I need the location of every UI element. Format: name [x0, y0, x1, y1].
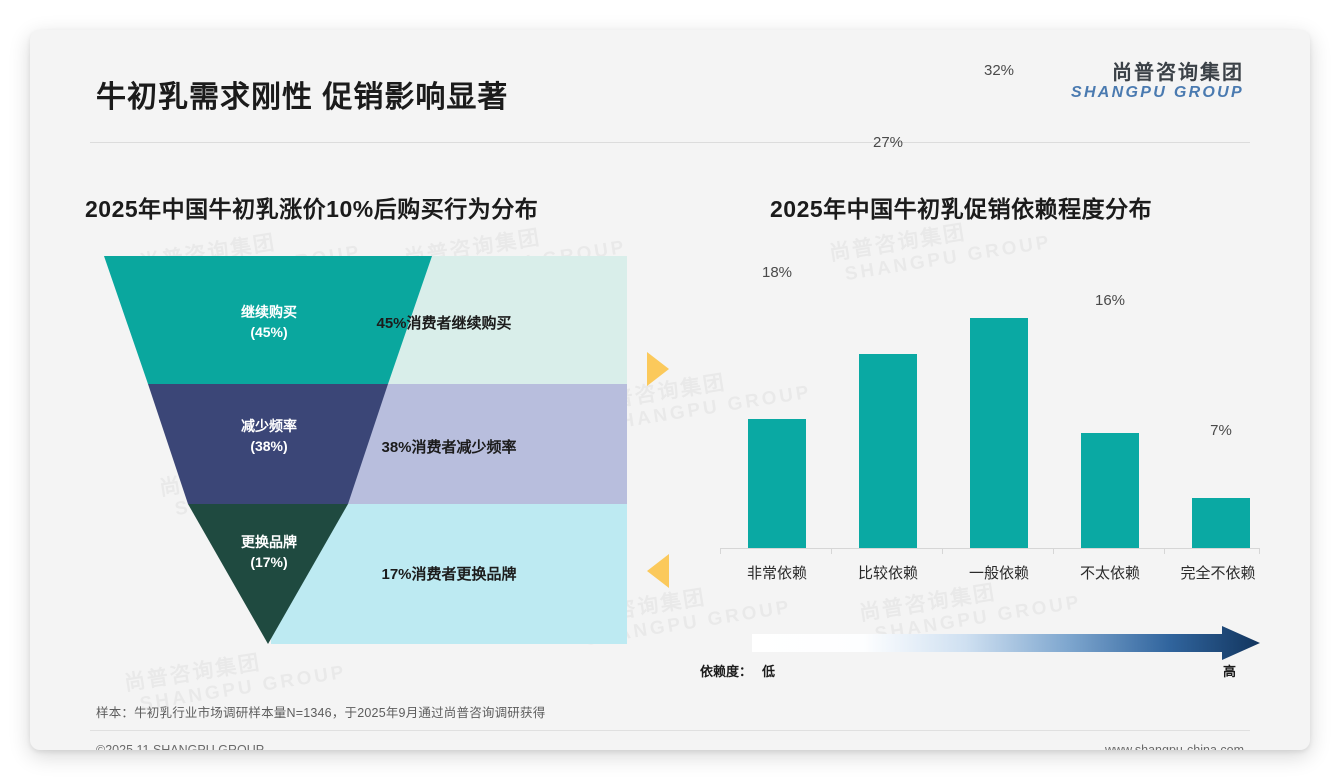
- bar-value-label: 18%: [761, 264, 793, 281]
- legend-high-label: 高: [1222, 664, 1236, 679]
- dependency-gradient-legend: 依赖度： 低 高: [700, 626, 1260, 682]
- company-logo: 尚普咨询集团 SHANGPU GROUP: [1071, 62, 1244, 102]
- footer-copyright: ©2025.11 SHANGPU GROUP: [96, 743, 265, 750]
- logo-chinese-name: 尚普咨询集团: [1112, 62, 1244, 84]
- bar-x-axis: [720, 548, 1260, 549]
- axis-tick: [1259, 548, 1260, 554]
- axis-tick: [720, 548, 721, 554]
- bar-rect: [748, 419, 806, 548]
- bar-rect: [859, 354, 917, 548]
- bar-category-label: 不太依赖: [1079, 565, 1140, 582]
- sample-footnote: 样本：牛初乳行业市场调研样本量N=1346，于2025年9月通过尚普咨询调研获得: [96, 706, 546, 720]
- bar-category-label: 比较依赖: [857, 565, 918, 582]
- axis-tick: [1164, 548, 1165, 554]
- bar-value-label: 32%: [983, 62, 1015, 79]
- bar-rect: [970, 318, 1028, 548]
- bar-rect: [1192, 498, 1250, 548]
- funnel-side-label-1: 45%消费者继续购买: [376, 315, 512, 332]
- bar-value-label: 7%: [1210, 422, 1232, 439]
- funnel-shapes: [104, 256, 627, 644]
- bar-column: 27%: [859, 134, 917, 548]
- bar-column: 7%: [1192, 422, 1250, 548]
- bar-category-label: 非常依赖: [746, 565, 807, 582]
- bar-column: 32%: [970, 62, 1028, 548]
- bar-column: 16%: [1081, 292, 1139, 548]
- left-chart-title: 2025年中国牛初乳涨价10%后购买行为分布: [85, 196, 539, 222]
- page-title: 牛初乳需求刚性 促销影响显著: [96, 81, 509, 114]
- slide-card: 尚普咨询集团 SHANGPU GROUP 尚普咨询集团 SHANGPU GROU…: [30, 30, 1310, 750]
- watermark-en: SHANGPU GROUP: [843, 232, 1053, 286]
- bar-rect: [1081, 433, 1139, 548]
- bar-value-label: 27%: [872, 134, 904, 151]
- funnel-segment-1: [104, 256, 432, 384]
- triangle-left-icon: [647, 554, 669, 588]
- logo-english-name: SHANGPU GROUP: [1070, 84, 1244, 102]
- funnel-side-label-2: 38%消费者减少频率: [381, 439, 517, 456]
- bar-plot-area: 18% 27% 32% 16% 7%: [720, 62, 1260, 548]
- slide-header: 牛初乳需求刚性 促销影响显著 尚普咨询集团 SHANGPU GROUP: [30, 30, 1310, 122]
- funnel-segment-3: [188, 504, 348, 644]
- legend-caption: 依赖度：: [700, 664, 753, 679]
- legend-low-label: 低: [762, 664, 776, 679]
- bar-category-label: 完全不依赖: [1180, 565, 1256, 582]
- funnel-segment-2: [148, 384, 388, 504]
- title-divider: [90, 142, 1250, 143]
- footer-website: www.shangpu-china.com: [1105, 743, 1244, 750]
- axis-tick: [942, 548, 943, 554]
- funnel-side-label-3: 17%消费者更换品牌: [381, 566, 517, 583]
- right-chart-title: 2025年中国牛初乳促销依赖程度分布: [770, 196, 1153, 222]
- bar-column: 18%: [748, 264, 806, 548]
- footer-divider: [90, 730, 1250, 731]
- bar-category-label: 一般依赖: [968, 565, 1029, 582]
- gradient-arrow-icon: [752, 626, 1260, 660]
- funnel-chart: 继续购买 (45%) 减少频率 (38%) 更换品牌 (17%) 45%消费者继…: [96, 256, 669, 656]
- axis-tick: [831, 548, 832, 554]
- triangle-right-icon: [647, 352, 669, 386]
- axis-tick: [1053, 548, 1054, 554]
- bar-chart: 18% 27% 32% 16% 7%: [720, 62, 1260, 590]
- bar-value-label: 16%: [1094, 292, 1126, 309]
